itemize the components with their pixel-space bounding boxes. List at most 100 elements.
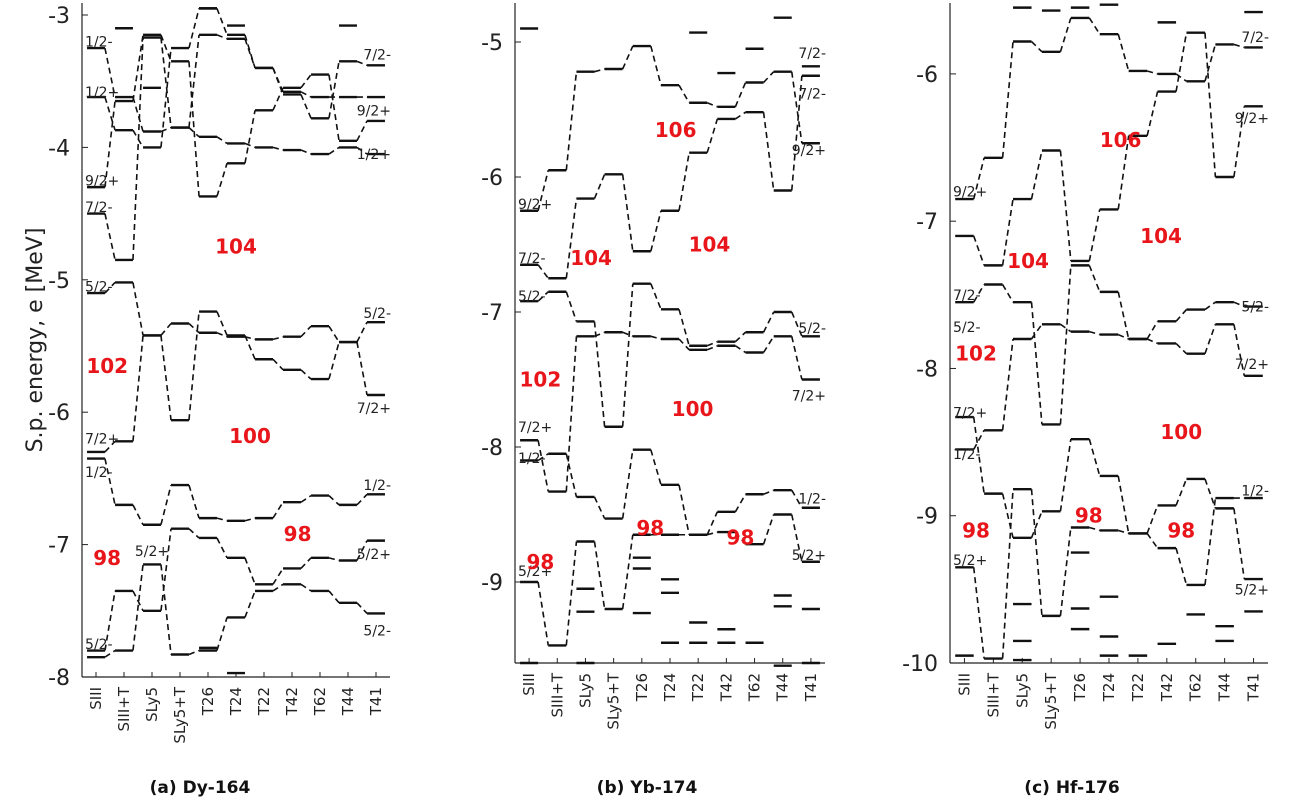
level-connector [328, 146, 340, 155]
level-connector [734, 82, 747, 108]
category-label: SIII [520, 673, 538, 696]
category-label: SLy5 [143, 687, 161, 722]
level-connector [132, 37, 144, 260]
level-connector [216, 34, 228, 40]
category-label: T44 [339, 687, 357, 716]
spin-label: 7/2- [798, 86, 826, 102]
category-label: T24 [661, 673, 679, 702]
level-connector [104, 47, 116, 98]
level-connector [160, 528, 172, 611]
shell-gap-label: 102 [86, 354, 128, 378]
level-connector [300, 74, 312, 89]
level-connector [356, 341, 368, 396]
category-label: SIII [87, 687, 105, 710]
level-connector [104, 440, 116, 453]
spin-label: 7/2- [953, 288, 981, 304]
level-connector [650, 335, 662, 340]
spin-label: 7/2+ [357, 401, 391, 417]
shell-gap-label: 102 [519, 368, 561, 392]
level-connector [650, 210, 662, 252]
panel-caption: (c) Hf-176 [1024, 778, 1119, 798]
spin-label: 5/2- [363, 306, 391, 322]
level-connector [216, 517, 228, 522]
level-connector [132, 590, 144, 612]
level-connector [706, 102, 718, 108]
level-connector [1233, 43, 1245, 49]
level-connector [356, 120, 368, 142]
y-tick-label: -6 [48, 401, 70, 426]
level-connector [104, 458, 116, 506]
level-connector [356, 602, 368, 614]
level-connector [972, 567, 985, 659]
level-connector [1059, 17, 1072, 53]
level-connector [565, 336, 578, 492]
level-connector [1233, 324, 1246, 376]
spin-label: 1/2- [85, 465, 113, 481]
level-connector [734, 111, 746, 120]
shell-gap-label: 106 [1100, 128, 1142, 152]
spin-label: 7/2+ [518, 420, 552, 436]
spin-label: 1/2+ [85, 85, 119, 101]
level-connector [160, 126, 172, 133]
level-connector [1118, 529, 1129, 535]
spin-label: 1/2- [518, 451, 546, 467]
level-connector [1059, 527, 1072, 616]
category-label: SIII+T [984, 672, 1002, 717]
level-connector [1030, 511, 1043, 539]
category-label: T24 [227, 687, 245, 716]
y-tick-label: -10 [902, 652, 938, 677]
level-connector [356, 146, 368, 155]
level-connector [216, 163, 228, 197]
level-connector [650, 45, 662, 86]
y-tick-label: -4 [48, 136, 70, 161]
level-connector [678, 84, 690, 104]
shell-gap-label: 100 [1160, 420, 1202, 444]
level-connector [132, 34, 144, 102]
spin-label: 9/2+ [792, 143, 826, 159]
level-connector [272, 568, 284, 585]
y-tick-label: -3 [48, 4, 70, 29]
level-connector [272, 501, 284, 519]
level-connector [272, 67, 284, 93]
level-connector [1146, 320, 1159, 340]
level-connector [1175, 342, 1188, 355]
level-connector [244, 142, 256, 149]
level-connector [762, 311, 775, 333]
level-connector [973, 429, 985, 450]
level-connector [621, 449, 634, 519]
category-label: T41 [802, 673, 820, 702]
level-connector [1204, 44, 1217, 82]
level-connector [1233, 508, 1246, 580]
level-connector [594, 68, 605, 73]
level-connector [132, 129, 144, 148]
level-connector [565, 541, 578, 646]
level-connector [706, 345, 718, 351]
y-tick-label: -7 [481, 301, 503, 326]
level-connector [104, 590, 116, 651]
spin-label: 5/2+ [792, 548, 826, 564]
level-connector [972, 157, 985, 200]
level-connector [706, 340, 718, 347]
category-label: T62 [311, 687, 329, 716]
level-connector [1204, 497, 1217, 586]
level-connector [1204, 324, 1217, 354]
level-connector [328, 74, 340, 141]
category-label: SIII+T [115, 686, 133, 731]
spin-label: 1/2- [798, 491, 826, 507]
level-connector [565, 198, 578, 279]
level-connector [356, 321, 368, 343]
shell-gap-label: 104 [689, 233, 731, 257]
level-connector [734, 493, 747, 513]
spin-label: 1/2- [85, 34, 113, 50]
category-label: SIII [955, 673, 973, 696]
shell-gap-label: 98 [284, 522, 312, 546]
level-connector [188, 322, 200, 334]
level-connector [537, 453, 549, 462]
level-connector [356, 493, 368, 506]
level-connector [565, 71, 578, 171]
category-label: T42 [283, 687, 301, 716]
spin-label: 9/2+ [953, 185, 987, 201]
shell-gap-label: 98 [962, 518, 990, 542]
level-connector [706, 531, 718, 536]
shell-gap-label: 104 [570, 246, 612, 270]
